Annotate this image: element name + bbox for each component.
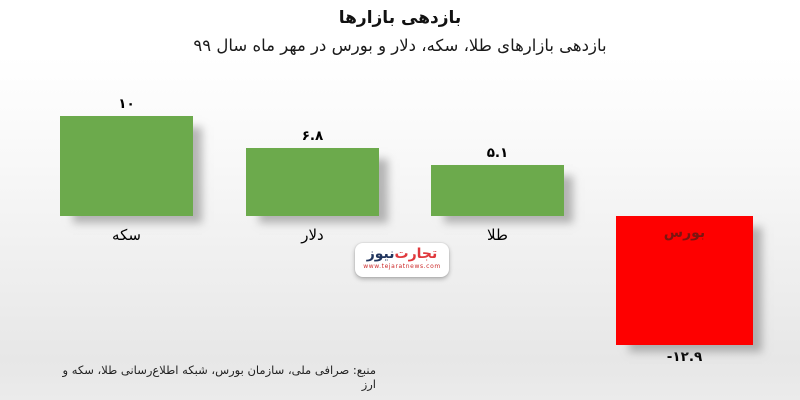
logo-brand-text: تجارت‌نیوز (355, 245, 449, 263)
logo-url-text: www.tejaratnews.com (363, 263, 441, 270)
bar-category-label-bourse: بورس (663, 225, 706, 241)
bar-category-label-gold: طلا (487, 226, 508, 244)
bar-value-label-bourse: -۱۲.۹ (666, 349, 703, 365)
bar-coin (60, 116, 193, 216)
bar-dollar (246, 148, 379, 216)
chart-subtitle: بازدهی بازارهای طلا، سکه، دلار و بورس در… (193, 36, 607, 55)
bar-category-label-dollar: دلار (301, 226, 324, 244)
bar-value-label-gold: ۵.۱ (486, 145, 509, 161)
bar-value-label-coin: ۱۰ (118, 96, 135, 112)
bar-category-label-coin: سکه (112, 226, 141, 244)
tejaratnews-logo: تجارت‌نیوز www.tejaratnews.com (355, 243, 449, 277)
bar-gold (431, 165, 564, 216)
chart-title: بازدهی بازارها (338, 8, 462, 28)
bar-bourse (616, 216, 753, 345)
logo-word-tejarat: تجارت (394, 246, 438, 262)
bar-value-label-dollar: ۶.۸ (301, 128, 324, 144)
source-note: منبع: صرافی ملی، سازمان بورس، شبکه اطلاع… (62, 363, 377, 391)
logo-word-news: نیوز (366, 246, 395, 262)
